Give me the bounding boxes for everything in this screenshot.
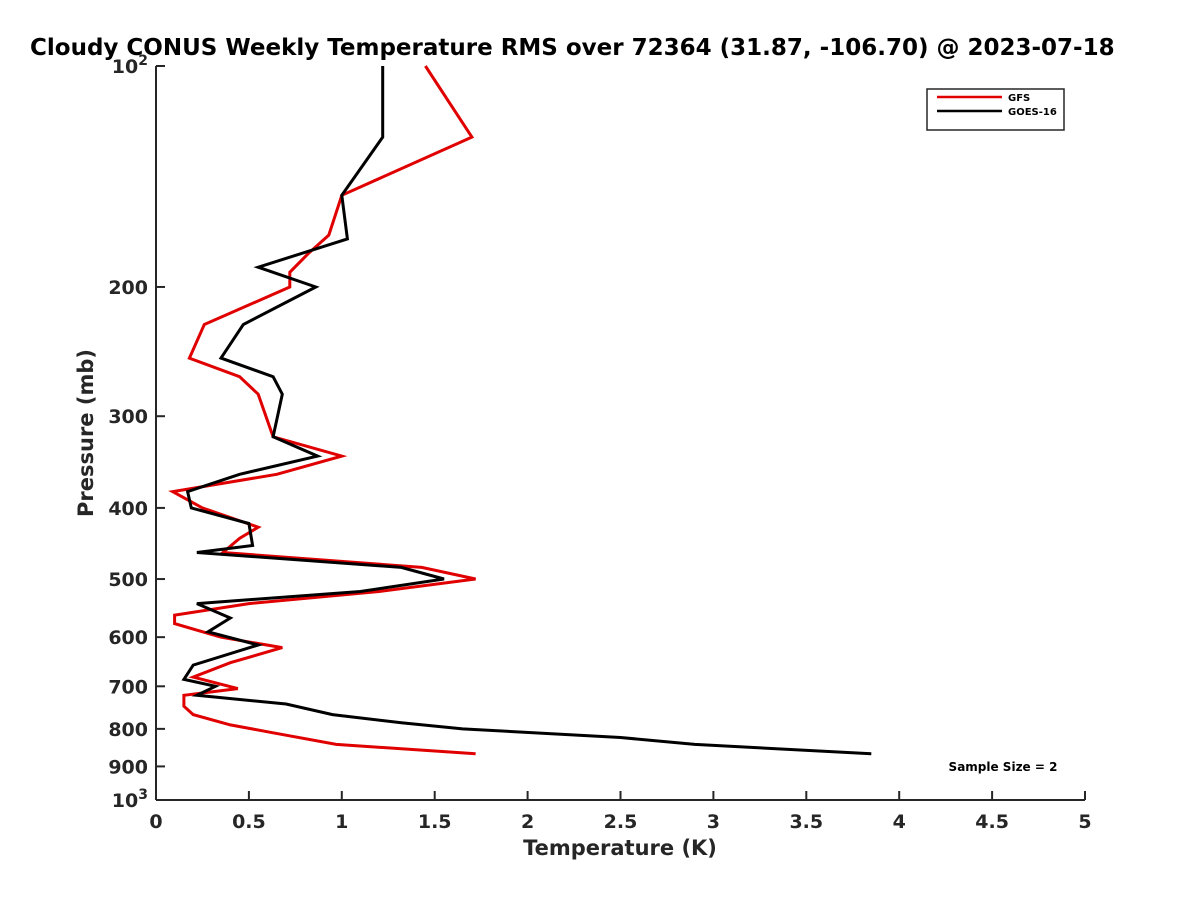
x-tick-label: 3.5	[789, 811, 823, 833]
x-tick-label: 2	[521, 811, 534, 833]
series-line-gfs	[168, 65, 476, 756]
x-tick-label: 4.5	[975, 811, 1009, 833]
plot-area	[156, 66, 1085, 800]
y-tick-label: 102	[112, 53, 148, 78]
x-tick-label: 1.5	[418, 811, 452, 833]
y-tick-label: 300	[108, 406, 148, 428]
chart-title: Cloudy CONUS Weekly Temperature RMS over…	[30, 35, 1115, 61]
legend-label: GOES-16	[1008, 107, 1057, 118]
y-tick-label: 400	[108, 498, 148, 520]
x-tick-label: 0.5	[232, 811, 266, 833]
y-tick-label: 900	[108, 756, 148, 778]
x-tick-label: 5	[1078, 811, 1091, 833]
axes: 0 0.5 1 1.5 2 2.5 3 3.5 4 4.5 5 102 200 300 400 500 600 7…	[108, 53, 1091, 833]
x-axis-label: Temperature (K)	[523, 836, 717, 860]
y-tick-label: 103	[112, 787, 148, 812]
series-layer	[168, 65, 872, 756]
x-tick-label: 1	[335, 811, 348, 833]
y-tick-label: 800	[108, 719, 148, 741]
x-tick-label: 2.5	[604, 811, 638, 833]
legend-label: GFS	[1008, 93, 1030, 104]
y-tick-label: 600	[108, 627, 148, 649]
y-tick-label: 700	[108, 676, 148, 698]
legend: GFS GOES-16	[926, 88, 1065, 131]
x-tick-label: 4	[893, 811, 906, 833]
y-axis-label: Pressure (mb)	[74, 349, 98, 517]
series-line-goes-16	[181, 66, 872, 756]
y-tick-label: 500	[108, 569, 148, 591]
x-tick-label: 0	[149, 811, 162, 833]
sample-size-annotation: Sample Size = 2	[949, 760, 1058, 774]
y-tick-label: 200	[108, 277, 148, 299]
x-tick-label: 3	[707, 811, 720, 833]
